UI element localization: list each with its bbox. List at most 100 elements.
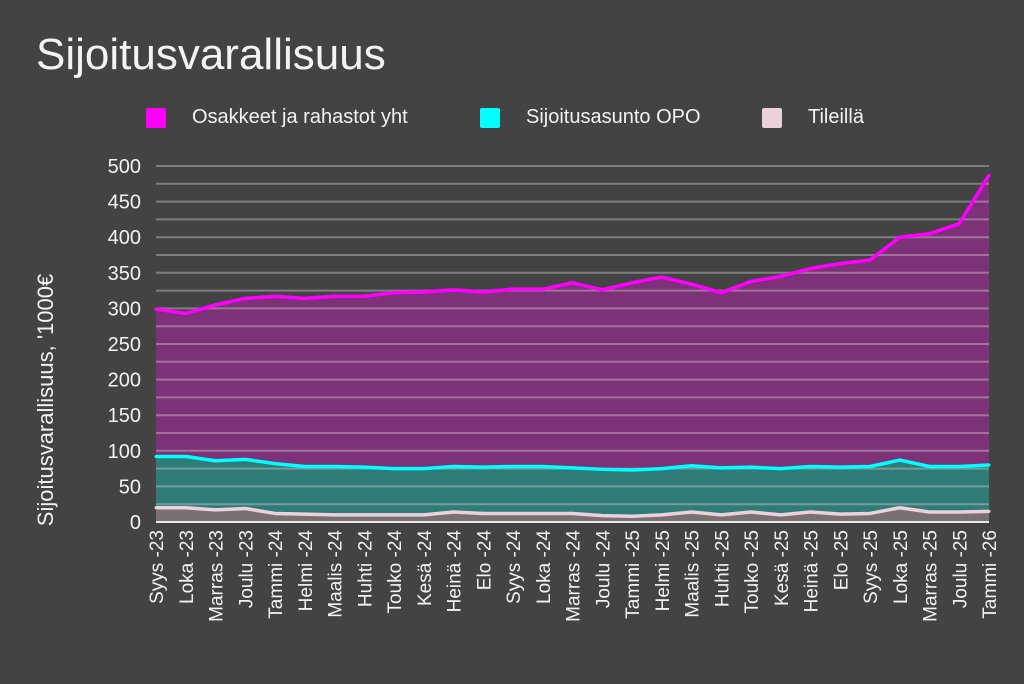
x-tick-label: Elo -25 [831,530,852,590]
data-point [898,506,902,510]
x-tick-label: Tammi -26 [980,530,1001,619]
data-point [481,290,485,294]
x-tick-label: Syys -25 [861,530,882,604]
x-tick-label: Heinä -25 [802,530,823,612]
data-point [422,290,426,294]
data-point [541,464,545,468]
legend-label: Osakkeet ja rahastot yht [192,106,408,128]
data-point [749,465,753,469]
y-tick-label: 0 [130,512,141,534]
data-point [868,258,872,262]
data-point [392,513,396,517]
data-point [273,294,277,298]
x-tick-label: Helmi -24 [296,530,317,612]
data-point [928,464,931,468]
data-point [541,287,545,291]
legend-item-osakkeet[interactable]: Osakkeet ja rahastot yht [146,106,408,129]
data-point [600,467,604,471]
legend-item-tileilla[interactable]: Tileillä [762,106,864,129]
y-tick-label: 500 [108,156,141,178]
data-point [600,514,604,518]
x-tick-label: Heinä -24 [445,530,466,613]
data-point [987,509,991,513]
data-point [154,307,158,311]
x-tick-label: Marras -23 [207,530,228,622]
data-point [303,296,307,300]
legend-swatch-cyan [480,107,500,128]
x-tick-label: Syys -23 [147,530,168,604]
data-point [957,510,961,514]
x-tick-label: Helmi -25 [653,530,674,611]
data-point [214,459,217,463]
data-point [719,291,723,295]
data-point [690,510,693,514]
x-tick-label: Kesä -24 [415,530,436,606]
data-point [749,510,753,514]
data-point [868,511,872,515]
data-point [333,513,336,517]
data-point [481,465,485,469]
data-point [511,287,515,291]
data-point [898,458,902,462]
y-tick-label: 50 [119,476,141,498]
data-point [749,279,753,283]
data-point [809,464,812,468]
legend-swatch-pink [762,107,782,128]
data-point [392,467,396,471]
y-tick-label: 300 [108,298,141,320]
data-point [154,454,158,458]
x-tick-label: Touko -25 [742,530,763,613]
data-point [809,267,812,271]
data-point [690,282,693,286]
data-point [630,468,634,472]
data-point [898,235,902,239]
data-point [630,514,634,518]
y-tick-label: 400 [108,227,141,249]
data-point [362,513,366,517]
x-tick-label: Maalis -24 [326,530,347,618]
data-point [184,506,188,510]
x-tick-label: Joulu -25 [950,530,971,608]
data-point [184,454,188,458]
data-point [660,513,664,517]
x-tick-label: Tammi -25 [623,530,644,619]
data-point [243,506,247,510]
data-point [719,513,723,517]
data-point [571,281,574,285]
data-point [928,232,931,236]
data-point [660,275,664,279]
x-tick-label: Loka -25 [891,530,912,604]
data-point [303,512,307,516]
data-point [273,511,277,515]
x-tick-label: Huhti -24 [355,530,376,608]
x-tick-label: Joulu -24 [593,530,614,609]
data-point [600,288,604,292]
x-tick-label: Elo -24 [474,530,495,591]
data-point [690,464,693,468]
data-point [838,262,842,266]
x-tick-label: Loka -23 [177,530,198,604]
data-point [957,464,961,468]
x-tick-label: Maalis -25 [683,530,704,618]
legend-label: Tileillä [808,106,864,128]
data-point [957,222,961,226]
data-point [452,288,455,292]
data-point [273,462,277,466]
data-point [452,464,455,468]
data-point [362,465,366,469]
data-point [422,467,426,471]
data-point [630,281,634,285]
chart-title: Sijoitusvarallisuus [36,30,386,79]
legend-item-sijoitusasunto[interactable]: Sijoitusasunto OPO [480,106,701,129]
y-tick-label: 350 [108,263,141,285]
data-point [333,294,336,298]
y-tick-label: 250 [108,334,141,356]
data-point [660,467,664,471]
x-tick-label: Joulu -23 [236,530,257,608]
data-point [214,303,217,307]
x-tick-label: Marras -24 [564,530,585,622]
legend: Osakkeet ja rahastot yht Sijoitusasunto … [0,106,1024,136]
data-point [184,311,188,315]
data-point [154,506,158,510]
